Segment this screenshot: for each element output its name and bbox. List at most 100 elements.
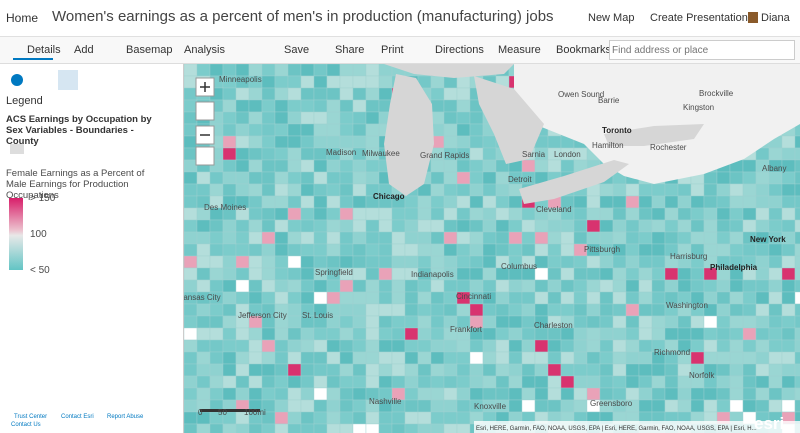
county [755,327,770,341]
county [365,339,380,353]
county [638,267,653,281]
county [482,267,497,281]
county [352,231,367,245]
county [417,195,432,209]
county [716,399,731,413]
county [482,243,497,257]
county [560,219,575,233]
county [573,339,588,353]
county [781,375,796,389]
county [430,75,445,89]
county [430,159,445,173]
county [184,159,198,173]
county [287,123,302,137]
county [248,99,263,113]
county [300,195,315,209]
county [794,183,800,197]
legend-heading: Legend [6,95,43,107]
county [651,291,666,305]
locate-button[interactable] [195,146,215,166]
county [339,111,354,125]
county [326,207,341,221]
county [430,363,445,377]
county [729,375,744,389]
county [352,375,367,389]
footer-link[interactable]: Contact Esri [61,414,94,420]
county [287,64,302,77]
county [300,231,315,245]
print-button[interactable]: Print [381,44,404,56]
county [456,75,471,89]
county [521,231,536,245]
county [339,171,354,185]
share-button[interactable]: Share [335,44,365,56]
county [586,267,601,281]
county [651,363,666,377]
county [794,411,800,425]
county [755,219,770,233]
county [443,135,458,149]
county [184,183,198,197]
county [378,315,393,329]
county [235,351,250,365]
county [209,171,224,185]
county [184,315,198,329]
city-label: Kansas City [184,293,221,302]
county [794,195,800,209]
basemap-button[interactable]: Basemap [126,44,173,56]
county [235,339,250,353]
county [742,171,757,185]
county [443,87,458,101]
county [768,147,783,161]
home-button[interactable] [195,101,215,121]
county [184,219,198,233]
county [651,279,666,293]
add-button[interactable]: Add [74,44,94,56]
county [651,195,666,209]
legend-stop: < 50 [30,265,50,276]
county [365,135,380,149]
footer-link[interactable]: Contact Us [11,422,41,428]
county [248,231,263,245]
search-box[interactable] [609,40,795,60]
county [547,387,562,401]
footer-link[interactable]: Trust Center [14,414,48,420]
create-presentation[interactable]: Create Presentation [650,12,748,24]
county [248,291,263,305]
county [625,183,640,197]
footer-link[interactable]: Report Abuse [107,414,144,420]
county [599,219,614,233]
county [625,327,640,341]
county [742,339,757,353]
analysis-button[interactable]: Analysis [184,44,225,56]
county [274,207,289,221]
new-map[interactable]: New Map [588,12,635,24]
county [300,207,315,221]
user-menu[interactable]: Diana [761,12,790,24]
county [287,339,302,353]
county [794,147,800,161]
legend-tab[interactable] [58,70,78,90]
county [430,183,445,197]
county [184,363,198,377]
county [352,171,367,185]
county [560,243,575,257]
save-button[interactable]: Save [284,44,310,56]
county [300,64,315,77]
county [300,183,315,197]
directions-button[interactable]: Directions [435,44,484,56]
about-icon[interactable] [11,74,23,86]
county [664,387,679,401]
county [768,207,783,221]
county [274,339,289,353]
home-menu[interactable]: Home [6,11,39,25]
county [586,315,601,329]
county [352,279,367,293]
measure-button[interactable]: Measure [498,44,541,56]
city-label: Washington [666,301,708,310]
county [742,399,757,413]
bookmarks-button[interactable]: Bookmarks [556,44,612,56]
county [196,64,211,77]
details-tab[interactable]: Details [13,44,61,60]
